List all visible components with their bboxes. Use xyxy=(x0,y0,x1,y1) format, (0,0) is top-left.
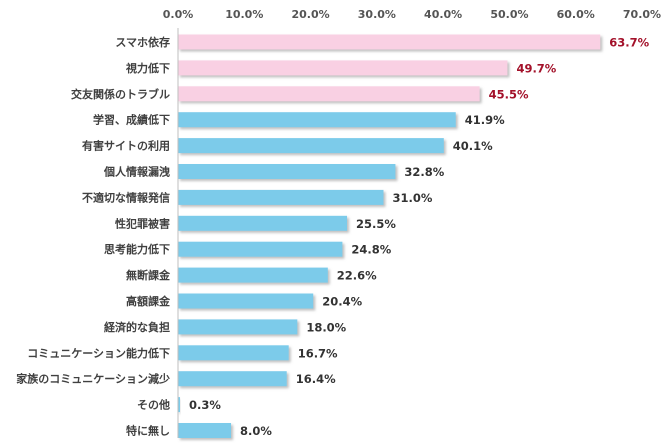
value-label: 22.6% xyxy=(337,269,377,283)
category-label: スマホ依存 xyxy=(115,35,170,49)
bar xyxy=(178,241,343,257)
category-label: 学習、成績低下 xyxy=(93,113,170,127)
bar xyxy=(178,164,396,179)
bar xyxy=(178,397,180,413)
category-labels: スマホ依存視力低下交友関係のトラブル学習、成績低下有害サイトの利用個人情報漏洩不… xyxy=(16,35,171,438)
bar xyxy=(178,138,444,154)
value-label: 0.3% xyxy=(189,398,221,412)
value-label: 20.4% xyxy=(322,295,362,309)
bar xyxy=(178,371,287,387)
bar xyxy=(178,60,508,76)
value-labels: 63.7% 49.7% 45.5% 41.9% 40.1% 32.8% 31.0% 25.5%… xyxy=(189,36,650,439)
x-tick-label: 30.0% xyxy=(358,8,396,21)
value-label: 63.7% xyxy=(609,36,649,50)
category-label: 家族のコミュニケーション減少 xyxy=(16,372,170,386)
category-label: その他 xyxy=(137,398,170,412)
bar xyxy=(178,34,601,50)
category-label: 思考能力低下 xyxy=(104,242,170,256)
x-tick-label: 60.0% xyxy=(557,8,595,21)
bar xyxy=(178,86,480,102)
value-label: 18.0% xyxy=(306,320,346,334)
bar xyxy=(178,112,456,128)
bar xyxy=(178,345,289,361)
x-axis-ticks: 0.0% 10.0% 20.0% 30.0% 40.0% 50.0% 60.0% 70.0% xyxy=(163,8,661,21)
value-label: 40.1% xyxy=(453,139,493,153)
category-label: 経済的な負担 xyxy=(104,320,170,334)
category-label: 個人情報漏洩 xyxy=(103,165,170,179)
value-label: 32.8% xyxy=(404,165,444,179)
value-label: 8.0% xyxy=(240,424,272,438)
category-label: 高額課金 xyxy=(126,294,171,308)
category-label: 特に無し xyxy=(126,424,170,438)
x-tick-label: 10.0% xyxy=(225,8,263,21)
bar xyxy=(178,189,384,205)
bar xyxy=(178,267,328,283)
bar xyxy=(178,423,232,438)
value-label: 45.5% xyxy=(489,87,529,101)
category-label: 視力低下 xyxy=(125,61,170,75)
value-label: 41.9% xyxy=(465,113,505,127)
category-label: 性犯罪被害 xyxy=(115,216,170,230)
bars xyxy=(178,34,601,438)
value-label: 25.5% xyxy=(356,217,396,231)
bar xyxy=(178,319,298,335)
category-label: 不適切な情報発信 xyxy=(82,190,170,204)
bar xyxy=(178,215,348,231)
category-label: 交友関係のトラブル xyxy=(71,87,170,101)
value-label: 31.0% xyxy=(392,191,432,205)
value-label: 16.7% xyxy=(298,346,338,360)
x-tick-label: 50.0% xyxy=(490,8,528,21)
x-tick-label: 40.0% xyxy=(424,8,462,21)
category-label: 無断課金 xyxy=(126,268,171,282)
bar xyxy=(178,293,314,309)
x-tick-label: 20.0% xyxy=(291,8,329,21)
x-tick-label: 70.0% xyxy=(623,8,661,21)
x-tick-label: 0.0% xyxy=(163,8,194,21)
category-label: 有害サイトの利用 xyxy=(82,139,170,153)
value-label: 49.7% xyxy=(516,61,556,75)
category-label: コミュニケーション能力低下 xyxy=(27,346,170,360)
value-label: 16.4% xyxy=(296,372,336,386)
value-label: 24.8% xyxy=(351,243,391,257)
